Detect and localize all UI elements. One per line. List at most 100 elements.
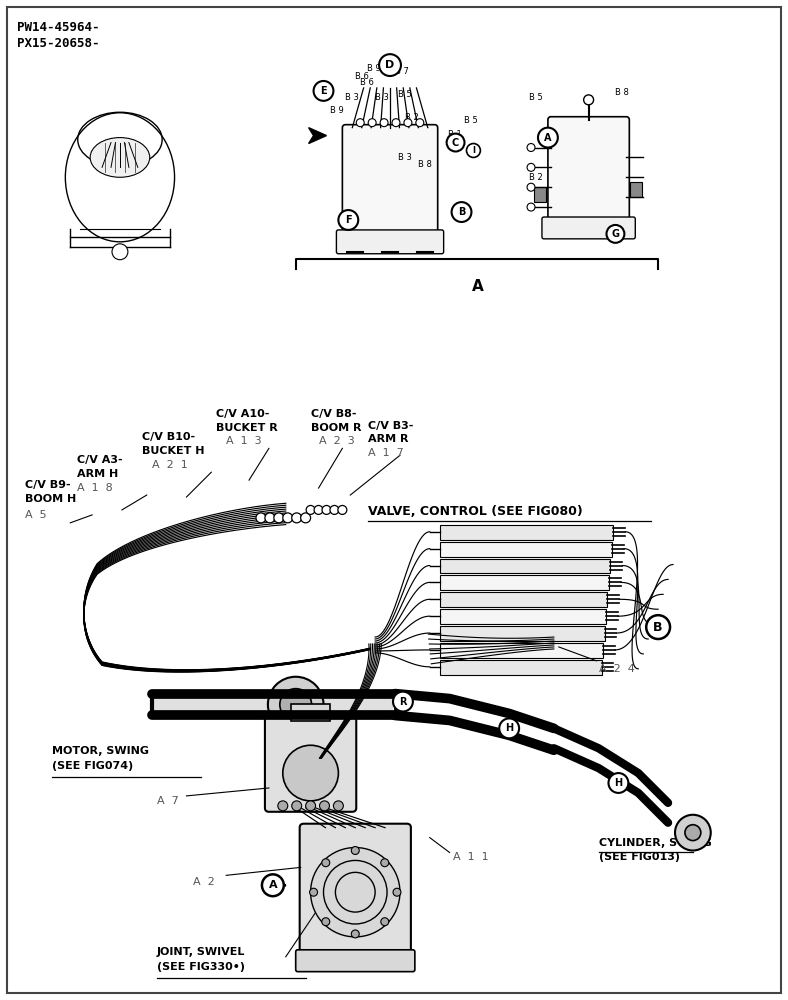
Text: B 2: B 2 — [405, 113, 418, 122]
Circle shape — [322, 918, 329, 926]
Text: B: B — [653, 621, 663, 634]
Circle shape — [330, 505, 339, 514]
Text: CYLINDER, SWING: CYLINDER, SWING — [599, 838, 712, 848]
Circle shape — [452, 202, 471, 222]
Circle shape — [527, 144, 535, 151]
Text: A  1  7: A 1 7 — [368, 448, 404, 458]
Text: B 5: B 5 — [398, 90, 411, 99]
Circle shape — [256, 513, 266, 523]
Text: D: D — [385, 60, 395, 70]
Ellipse shape — [90, 138, 150, 177]
FancyBboxPatch shape — [291, 704, 330, 721]
Text: MOTOR, SWING: MOTOR, SWING — [53, 746, 150, 756]
Circle shape — [283, 745, 338, 801]
Bar — [630, 182, 642, 197]
Polygon shape — [309, 128, 326, 144]
Text: B 8: B 8 — [615, 88, 630, 97]
FancyBboxPatch shape — [440, 643, 603, 658]
Text: B 3: B 3 — [398, 153, 412, 162]
Circle shape — [112, 244, 128, 260]
Text: C/V B3-: C/V B3- — [368, 421, 414, 431]
Text: R: R — [400, 697, 407, 707]
FancyBboxPatch shape — [440, 626, 604, 641]
Text: A  2  3: A 2 3 — [318, 436, 355, 446]
FancyBboxPatch shape — [548, 117, 630, 222]
Circle shape — [319, 801, 329, 811]
Circle shape — [306, 505, 315, 514]
Text: B 3: B 3 — [375, 93, 389, 102]
FancyBboxPatch shape — [296, 950, 414, 972]
FancyBboxPatch shape — [440, 542, 612, 557]
FancyBboxPatch shape — [440, 609, 606, 624]
FancyBboxPatch shape — [342, 125, 437, 235]
FancyBboxPatch shape — [440, 592, 608, 607]
Text: B 7: B 7 — [395, 67, 409, 76]
Text: B 5: B 5 — [529, 93, 543, 102]
Text: B 4: B 4 — [378, 61, 392, 70]
Circle shape — [381, 918, 388, 926]
Text: A  1  3: A 1 3 — [226, 436, 262, 446]
Text: A  7: A 7 — [157, 796, 178, 806]
Text: BOOM H: BOOM H — [24, 494, 76, 504]
FancyBboxPatch shape — [440, 575, 609, 590]
Circle shape — [278, 801, 288, 811]
Circle shape — [322, 505, 331, 514]
Text: C/V B8-: C/V B8- — [310, 409, 356, 419]
Text: (SEE FIG330•): (SEE FIG330•) — [157, 962, 245, 972]
Circle shape — [500, 718, 519, 738]
Circle shape — [351, 847, 359, 854]
Text: VALVE, CONTROL (SEE FIG080): VALVE, CONTROL (SEE FIG080) — [368, 505, 583, 518]
Text: B 8: B 8 — [418, 160, 432, 169]
Text: F: F — [345, 215, 351, 225]
Text: B 2: B 2 — [529, 173, 543, 182]
Text: H: H — [615, 778, 623, 788]
Text: A  2  1: A 2 1 — [152, 460, 188, 470]
Circle shape — [314, 505, 323, 514]
FancyBboxPatch shape — [440, 660, 601, 675]
FancyBboxPatch shape — [542, 217, 635, 239]
Circle shape — [310, 848, 400, 937]
Circle shape — [675, 815, 711, 851]
Circle shape — [404, 119, 412, 127]
Circle shape — [393, 692, 413, 711]
Circle shape — [538, 128, 558, 148]
Text: (SEE FIG074): (SEE FIG074) — [53, 761, 134, 771]
Circle shape — [392, 119, 400, 127]
Circle shape — [262, 874, 284, 896]
Circle shape — [380, 119, 388, 127]
Circle shape — [368, 119, 376, 127]
Text: A: A — [269, 880, 277, 890]
Text: C/V A10-: C/V A10- — [216, 409, 269, 419]
Circle shape — [379, 54, 401, 76]
Text: B 9: B 9 — [367, 64, 381, 73]
Text: C/V B9-: C/V B9- — [24, 480, 70, 490]
Text: A  1  8: A 1 8 — [77, 483, 113, 493]
Text: B 9: B 9 — [330, 106, 344, 115]
Circle shape — [527, 163, 535, 171]
Circle shape — [527, 183, 535, 191]
FancyBboxPatch shape — [299, 824, 411, 961]
Text: B 6: B 6 — [360, 78, 374, 87]
Text: ARM H: ARM H — [77, 469, 118, 479]
Text: I: I — [472, 146, 475, 155]
Circle shape — [527, 203, 535, 211]
Text: PW14-45964-: PW14-45964- — [17, 21, 99, 34]
Circle shape — [283, 513, 292, 523]
Circle shape — [466, 144, 481, 157]
Circle shape — [338, 505, 347, 514]
Text: A: A — [471, 279, 483, 294]
Circle shape — [310, 888, 318, 896]
Text: BUCKET R: BUCKET R — [216, 423, 278, 433]
Circle shape — [265, 513, 275, 523]
Text: H: H — [505, 723, 513, 733]
Circle shape — [607, 225, 624, 243]
Circle shape — [306, 801, 315, 811]
Text: A: A — [545, 133, 552, 143]
Circle shape — [292, 513, 302, 523]
Circle shape — [314, 81, 333, 101]
Text: C/V B10-: C/V B10- — [142, 432, 195, 442]
Circle shape — [301, 513, 310, 523]
Text: E: E — [320, 86, 327, 96]
Text: B 1: B 1 — [448, 130, 461, 139]
Circle shape — [356, 119, 364, 127]
